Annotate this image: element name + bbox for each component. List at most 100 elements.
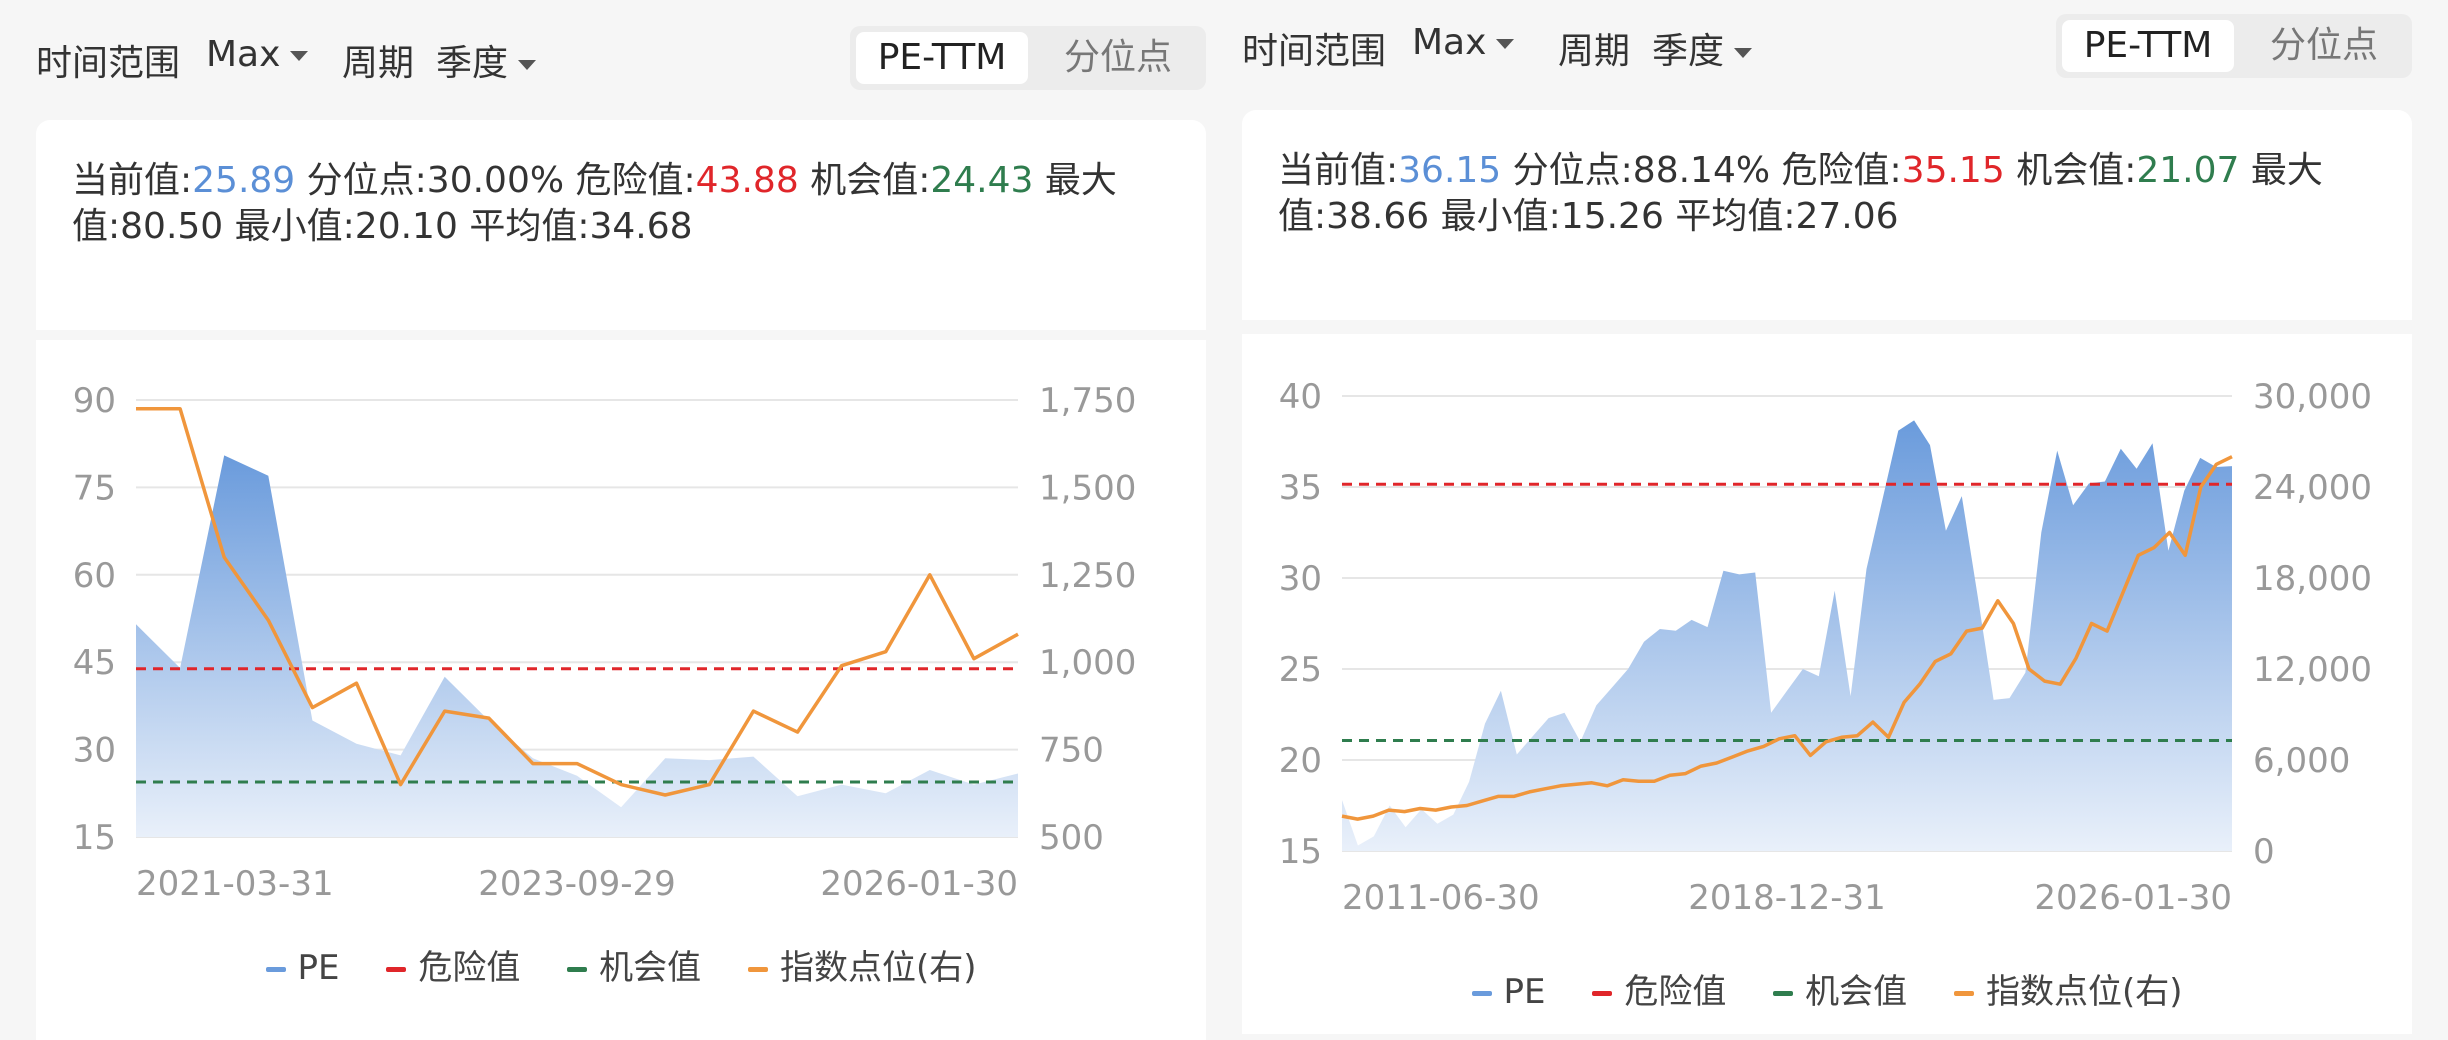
y-left-tick-label: 40 bbox=[1279, 377, 1322, 417]
y-left-tick-label: 15 bbox=[1279, 832, 1322, 872]
legend-label: PE bbox=[1503, 972, 1546, 1012]
caret-down-icon bbox=[290, 51, 309, 61]
pe-chart: 40 30,000 35 24,000 30 18,000 25 12,000 20 6,000 1… bbox=[1279, 377, 2372, 918]
caret-down-icon bbox=[518, 60, 537, 70]
legend-swatch bbox=[386, 967, 407, 972]
range-label: 时间范围 bbox=[1242, 31, 1387, 72]
legend-item-index[interactable]: 指数点位(右) bbox=[747, 940, 977, 989]
danger-label: 危险值: bbox=[575, 160, 696, 201]
legend-item-opportunity[interactable]: 机会值 bbox=[567, 940, 701, 989]
legend-label: 危险值 bbox=[1624, 972, 1727, 1012]
stats-card: 当前值:25.89 分位点:30.00% 危险值:43.88 机会值:24.43… bbox=[36, 120, 1206, 330]
danger-value: 35.15 bbox=[1901, 150, 2005, 191]
min-label: 最小值: bbox=[1440, 196, 1561, 237]
pe-ttm-tab[interactable]: PE-TTM bbox=[856, 32, 1028, 84]
range-value: Max bbox=[206, 34, 281, 75]
range-label: 时间范围 bbox=[36, 43, 181, 84]
min-value: 20.10 bbox=[354, 206, 458, 247]
percentile-tab[interactable]: 分位点 bbox=[2269, 25, 2378, 66]
percentile-label: 分位点: bbox=[1512, 150, 1633, 191]
y-right-tick-label: 1,500 bbox=[1039, 468, 1136, 508]
current-value: 36.15 bbox=[1398, 150, 1502, 191]
stats-text: 当前值:36.15 分位点:88.14% 危险值:35.15 机会值:21.07… bbox=[1278, 148, 2376, 240]
legend-item-pe[interactable]: PE bbox=[1471, 972, 1546, 1012]
legend-item-index[interactable]: 指数点位(右) bbox=[1953, 964, 2183, 1013]
y-left-tick-label: 90 bbox=[73, 381, 116, 421]
y-right-tick-label: 30,000 bbox=[2253, 377, 2372, 417]
pe-ttm-tab[interactable]: PE-TTM bbox=[2062, 20, 2234, 72]
range-value: Max bbox=[1412, 22, 1487, 63]
y-right-tick-label: 1,250 bbox=[1039, 556, 1136, 596]
pe-chart: 90 1,750 75 1,500 60 1,250 45 1,000 30 750 15 500 20… bbox=[73, 381, 1137, 904]
pe-area bbox=[1342, 420, 2232, 851]
legend: PE 危险值 机会值 指数点位(右) bbox=[36, 940, 1206, 989]
period-value: 季度 bbox=[436, 43, 509, 84]
range-dropdown[interactable]: Max bbox=[206, 34, 309, 75]
current-label: 当前值: bbox=[1278, 150, 1399, 191]
legend-label: 危险值 bbox=[418, 948, 521, 988]
max-label: 最大值: bbox=[72, 160, 1117, 247]
x-tick-label: 2026-01-30 bbox=[820, 864, 1018, 904]
legend-item-danger[interactable]: 危险值 bbox=[1592, 964, 1726, 1013]
avg-label: 平均值: bbox=[1675, 196, 1796, 237]
period-dropdown[interactable]: 季度 bbox=[436, 34, 537, 86]
y-left-tick-label: 45 bbox=[73, 643, 116, 683]
danger-label: 危险值: bbox=[1781, 150, 1902, 191]
y-left-tick-label: 15 bbox=[73, 818, 116, 858]
legend-label: 指数点位(右) bbox=[1985, 972, 2183, 1012]
y-right-tick-label: 500 bbox=[1039, 818, 1104, 858]
stats-card: 当前值:36.15 分位点:88.14% 危险值:35.15 机会值:21.07… bbox=[1242, 110, 2412, 320]
legend-item-danger[interactable]: 危险值 bbox=[386, 940, 520, 989]
max-label: 最大值: bbox=[1278, 150, 2323, 237]
legend-swatch bbox=[747, 967, 768, 972]
opportunity-value: 24.43 bbox=[930, 160, 1034, 201]
index-line bbox=[1341, 455, 2233, 821]
stats-text: 当前值:25.89 分位点:30.00% 危险值:43.88 机会值:24.43… bbox=[72, 158, 1170, 250]
danger-value: 43.88 bbox=[695, 160, 799, 201]
avg-label: 平均值: bbox=[469, 206, 590, 247]
period-label: 周期 bbox=[1558, 31, 1631, 72]
x-tick-label: 2023-09-29 bbox=[478, 864, 676, 904]
opportunity-label: 机会值: bbox=[2016, 150, 2137, 191]
y-left-tick-label: 60 bbox=[73, 556, 116, 596]
pe-area bbox=[136, 455, 1018, 837]
max-value: 80.50 bbox=[120, 206, 224, 247]
caret-down-icon bbox=[1734, 48, 1753, 58]
y-right-tick-label: 1,750 bbox=[1039, 381, 1136, 421]
x-tick-label: 2011-06-30 bbox=[1342, 878, 1540, 918]
period-dropdown[interactable]: 季度 bbox=[1652, 22, 1753, 74]
period-value: 季度 bbox=[1652, 31, 1725, 72]
y-left-tick-label: 20 bbox=[1279, 741, 1322, 781]
legend-label: 机会值 bbox=[1805, 972, 1908, 1012]
x-tick-label: 2021-03-31 bbox=[136, 864, 334, 904]
min-label: 最小值: bbox=[234, 206, 355, 247]
legend-item-pe[interactable]: PE bbox=[265, 948, 340, 988]
chart-card: 90 1,750 75 1,500 60 1,250 45 1,000 30 750 15 500 20… bbox=[36, 340, 1206, 1040]
metric-toggle: PE-TTM 分位点 bbox=[2056, 14, 2412, 78]
toolbar: 时间范围 Max 周期 季度 PE-TTM 分位点 bbox=[1242, 6, 2412, 86]
y-right-tick-label: 12,000 bbox=[2253, 650, 2372, 690]
current-value: 25.89 bbox=[192, 160, 296, 201]
x-tick-label: 2018-12-31 bbox=[1688, 878, 1886, 918]
legend-item-opportunity[interactable]: 机会值 bbox=[1773, 964, 1907, 1013]
y-right-tick-label: 1,000 bbox=[1039, 643, 1136, 683]
range-dropdown[interactable]: Max bbox=[1412, 22, 1515, 63]
legend-swatch bbox=[1953, 991, 1974, 996]
legend-swatch bbox=[1592, 991, 1613, 996]
percentile-value: 88.14% bbox=[1632, 150, 1771, 191]
y-right-tick-label: 6,000 bbox=[2253, 741, 2350, 781]
y-right-tick-label: 24,000 bbox=[2253, 468, 2372, 508]
y-left-tick-label: 30 bbox=[1279, 559, 1322, 599]
y-right-tick-label: 18,000 bbox=[2253, 559, 2372, 599]
min-value: 15.26 bbox=[1560, 196, 1664, 237]
legend-label: 机会值 bbox=[599, 948, 702, 988]
percentile-tab[interactable]: 分位点 bbox=[1063, 37, 1172, 78]
x-tick-label: 2026-01-30 bbox=[2034, 878, 2232, 918]
chart-card: 40 30,000 35 24,000 30 18,000 25 12,000 20 6,000 1… bbox=[1242, 334, 2412, 1034]
index-line bbox=[136, 406, 1019, 797]
panel-left: 时间范围 Max 周期 季度 PE-TTM 分位点 当前值:25.89 分位点:… bbox=[36, 0, 1206, 1040]
toolbar: 时间范围 Max 周期 季度 PE-TTM 分位点 bbox=[36, 18, 1206, 98]
y-right-tick-label: 750 bbox=[1039, 731, 1104, 771]
legend-label: 指数点位(右) bbox=[779, 948, 977, 988]
y-left-tick-label: 30 bbox=[73, 731, 116, 771]
